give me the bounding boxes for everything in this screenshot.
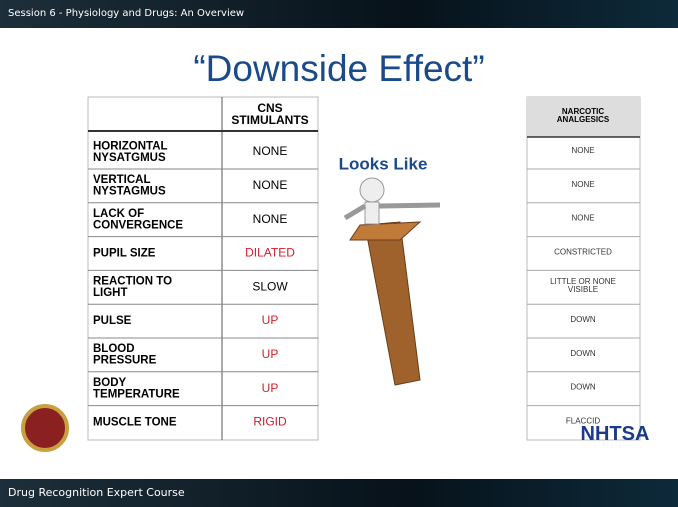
right-header-bg [527,97,640,137]
narcotic-value: NONE [571,146,594,155]
cns-value: UP [262,313,279,327]
narcotic-value: DOWN [570,315,596,324]
cns-value: SLOW [252,279,288,293]
cns-value: UP [262,381,279,395]
row-label: BODY TEMPERATURE [93,377,180,401]
cns-value: NONE [253,178,288,192]
row-label: REACTION TO LIGHT [93,275,172,299]
narcotic-value: DOWN [570,349,596,358]
cns-value: UP [262,347,279,361]
row-label: BLOOD PRESSURE [93,343,157,367]
row-label: MUSCLE TONE [93,416,177,428]
cns-value: RIGID [253,415,287,429]
cns-value: NONE [253,144,288,158]
police-logo [21,404,69,452]
looks-like: Looks Like [339,154,428,173]
row-label: VERTICAL NYSTAGMUS [93,174,166,198]
session-bar: Session 6 - Physiology and Drugs: An Ove… [0,0,678,28]
cns-header: CNS STIMULANTS [231,101,308,127]
narcotic-header: NARCOTIC ANALGESICS [557,107,610,124]
crate-stack [343,177,441,386]
cns-value: NONE [253,212,288,226]
slide-title: “Downside Effect” [193,48,485,89]
narcotic-value: CONSTRICTED [554,248,612,257]
left-table [87,96,319,441]
row-label: HORIZONTAL NYSATGMUS [93,140,168,164]
cns-value: DILATED [245,246,295,260]
narcotic-value: LITTLE OR NONE VISIBLE [550,277,616,294]
narcotic-value: NONE [571,180,594,189]
narcotic-value: DOWN [570,383,596,392]
row-label: PULSE [93,315,132,327]
row-label: LACK OF CONVERGENCE [93,208,183,232]
row-label: PUPIL SIZE [93,247,156,259]
narcotic-value: FLACCID [566,417,600,426]
footer-bar: Drug Recognition Expert Course [0,479,678,507]
narcotic-value: NONE [571,214,594,223]
nhtsa-logo: NHTSA [581,423,650,445]
right-table [526,96,641,441]
